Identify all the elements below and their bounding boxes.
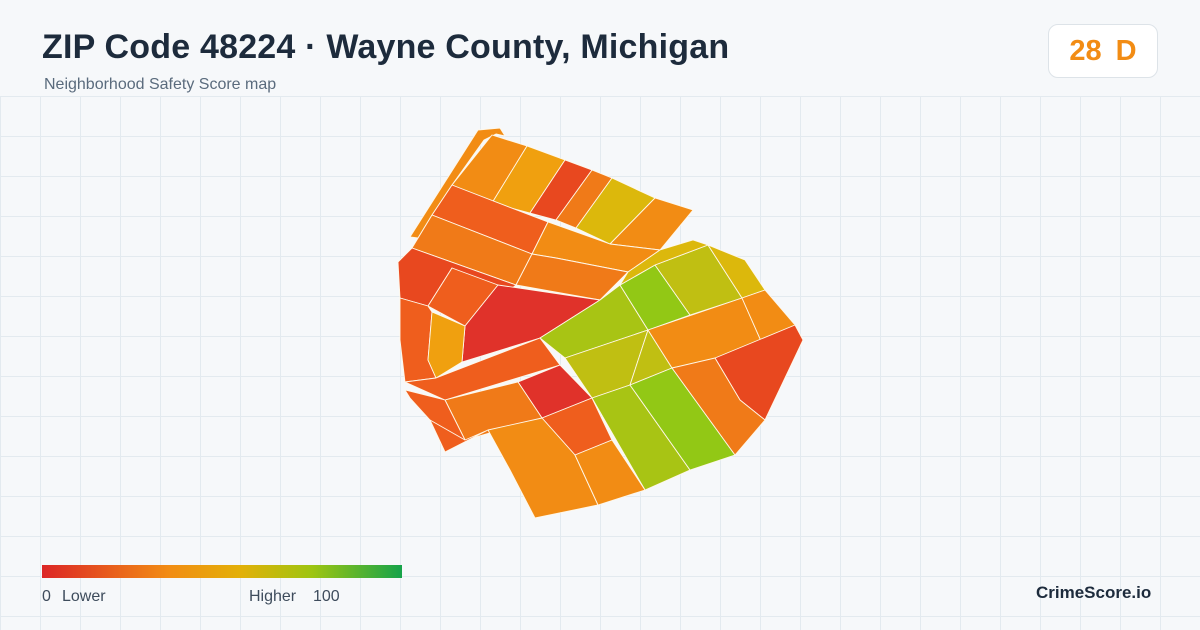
map-tract-37[interactable] xyxy=(574,439,646,506)
legend-min-value: 0 xyxy=(42,588,51,605)
page-title: ZIP Code 48224 · Wayne County, Michigan xyxy=(42,28,730,66)
safety-grade: D xyxy=(1115,34,1137,67)
header: ZIP Code 48224 · Wayne County, Michigan … xyxy=(0,0,1200,96)
legend-max-value: 100 xyxy=(313,588,340,605)
legend-min-label: Lower xyxy=(62,588,106,605)
map-tract-27[interactable] xyxy=(404,337,561,401)
page-subtitle: Neighborhood Safety Score map xyxy=(44,76,277,93)
safety-score-value: 28 xyxy=(1069,34,1102,67)
map-tract-16[interactable] xyxy=(427,311,466,379)
legend-max-label: Higher xyxy=(249,588,297,605)
legend-color-scale xyxy=(42,565,402,578)
map-tract-34[interactable] xyxy=(671,357,766,456)
brand-logo: CrimeScore.io xyxy=(1036,583,1152,602)
map-tract-21[interactable] xyxy=(619,239,709,286)
safety-score-badge: 28 D xyxy=(1048,24,1158,78)
